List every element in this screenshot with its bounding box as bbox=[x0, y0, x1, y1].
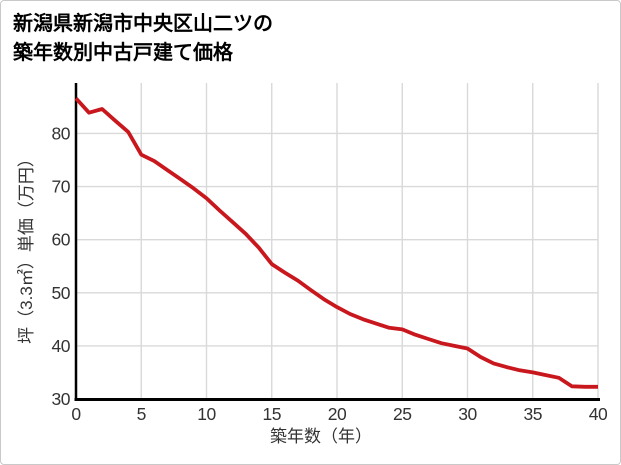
x-tick-label: 35 bbox=[524, 404, 542, 424]
price-line bbox=[74, 97, 598, 389]
y-tick-label: 80 bbox=[52, 123, 71, 143]
x-tick-label: 0 bbox=[71, 404, 81, 424]
axes-layer bbox=[74, 83, 600, 401]
x-tick-label: 40 bbox=[589, 404, 608, 424]
x-tick-label: 30 bbox=[458, 404, 477, 424]
y-tick-label: 30 bbox=[52, 389, 71, 409]
y-axis-label: 坪（3.3㎡）単価（万円） bbox=[17, 150, 36, 344]
x-tick-label: 15 bbox=[263, 404, 281, 424]
chart-title-line-1: 新潟県新潟市中央区山二ツの bbox=[13, 13, 273, 35]
x-axis-label: 築年数（年） bbox=[270, 427, 372, 446]
series-layer bbox=[74, 97, 598, 389]
tick-labels-layer: 0 5 10 15 20 25 30 35 40 30 40 50 60 70 80 bbox=[52, 123, 609, 424]
x-tick-label: 25 bbox=[393, 404, 411, 424]
x-tick-label: 5 bbox=[137, 404, 146, 424]
y-tick-label: 50 bbox=[52, 283, 71, 303]
x-tick-label: 10 bbox=[197, 404, 216, 424]
chart-title: 新潟県新潟市中央区山二ツの 築年数別中古戸建て価格 bbox=[13, 10, 273, 68]
gridlines-layer bbox=[76, 83, 599, 398]
y-tick-label: 40 bbox=[52, 336, 71, 356]
chart-title-line-2: 築年数別中古戸建て価格 bbox=[13, 42, 233, 64]
y-tick-label: 60 bbox=[52, 230, 71, 250]
x-tick-label: 20 bbox=[328, 404, 347, 424]
y-tick-label: 70 bbox=[52, 177, 71, 197]
